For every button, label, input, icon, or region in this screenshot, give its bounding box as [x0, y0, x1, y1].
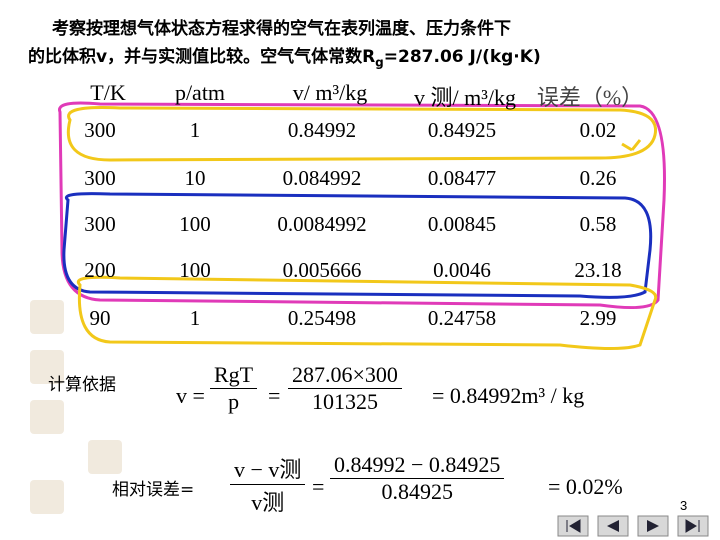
formula-label: 相对误差=	[112, 480, 195, 500]
nav-last[interactable]	[677, 515, 709, 537]
intro-text: 的比体积v，并与实测值比较。空气气体常数R	[28, 47, 376, 67]
table-cell: 0.58	[579, 212, 617, 236]
table-cell: 300	[84, 166, 116, 190]
table-cell: 10	[184, 166, 206, 190]
denominator: v测	[251, 490, 285, 515]
arrow	[621, 139, 642, 152]
table-cell: 300	[84, 118, 116, 142]
denominator: p	[228, 389, 240, 414]
table-cell: 0.24758	[427, 306, 497, 330]
watermark	[88, 440, 122, 474]
table-cell: 0.0046	[433, 258, 491, 282]
loop	[76, 275, 658, 350]
table-cell: 300	[84, 212, 116, 236]
table-cell: 0.005666	[282, 258, 362, 282]
watermark	[30, 350, 64, 384]
numerator: 287.06×300	[288, 362, 402, 389]
nav-prev[interactable]	[597, 515, 629, 537]
fraction: 0.84992 − 0.84925 0.84925	[330, 452, 505, 505]
fraction: RgT p	[210, 362, 258, 415]
formula-text: v =	[176, 383, 205, 408]
nav-bar	[557, 515, 709, 537]
intro-subscript: g	[375, 55, 384, 70]
watermark	[30, 480, 64, 514]
table-cell: 0.00845	[427, 212, 497, 236]
watermark	[30, 400, 64, 434]
formula-text: =	[312, 474, 325, 499]
table-cell: 2.99	[579, 306, 617, 330]
table-cell: 0.84925	[427, 118, 497, 142]
column-header: v/ m³/kg	[292, 80, 368, 105]
table-cell: 0.02	[579, 118, 617, 142]
numerator: v − v测	[230, 452, 306, 485]
denominator: 0.84925	[381, 479, 453, 504]
table-cell: 200	[84, 258, 116, 282]
table-cell: 0.26	[579, 166, 617, 190]
table-cell: 0.25498	[287, 306, 357, 330]
column-header: p/atm	[174, 80, 226, 105]
loop	[62, 192, 653, 299]
table-cell: 23.18	[574, 258, 622, 282]
table-cell: 0.08477	[427, 166, 497, 190]
intro-line: 的比体积v，并与实测值比较。空气气体常数Rg=287.06 J/(kg·K)	[28, 42, 541, 69]
nav-first[interactable]	[557, 515, 589, 537]
table-cell: 0.0084992	[277, 212, 367, 236]
table-cell: 100	[179, 258, 211, 282]
table-cell: 1	[189, 118, 201, 142]
intro-text: =287.06 J/(kg·K)	[383, 47, 541, 67]
column-header: T/K	[90, 80, 126, 105]
numerator: 0.84992 − 0.84925	[330, 452, 505, 479]
fraction: v − v测 v测	[230, 452, 306, 517]
table-cell: 1	[189, 306, 201, 330]
watermark	[30, 300, 64, 334]
numerator: RgT	[210, 362, 258, 389]
loop	[67, 106, 658, 162]
table-cell: 0.84992	[287, 118, 357, 142]
formula-text: = 0.84992m³ / kg	[432, 383, 585, 408]
column-header: 误差（%）	[536, 85, 644, 110]
nav-next[interactable]	[637, 515, 669, 537]
intro-line: 考察按理想气体状态方程求得的空气在表列温度、压力条件下	[52, 19, 511, 39]
formula-text: = 0.02%	[548, 474, 623, 499]
table-cell: 100	[179, 212, 211, 236]
page-number: 3	[680, 498, 688, 513]
table-cell: 0.084992	[282, 166, 362, 190]
fraction: 287.06×300 101325	[288, 362, 402, 415]
table-cell: 90	[89, 306, 111, 330]
formula-text: =	[268, 383, 281, 408]
formula-label: 计算依据	[48, 375, 116, 395]
column-header: v 测/ m³/kg	[414, 85, 516, 110]
denominator: 101325	[311, 389, 378, 414]
